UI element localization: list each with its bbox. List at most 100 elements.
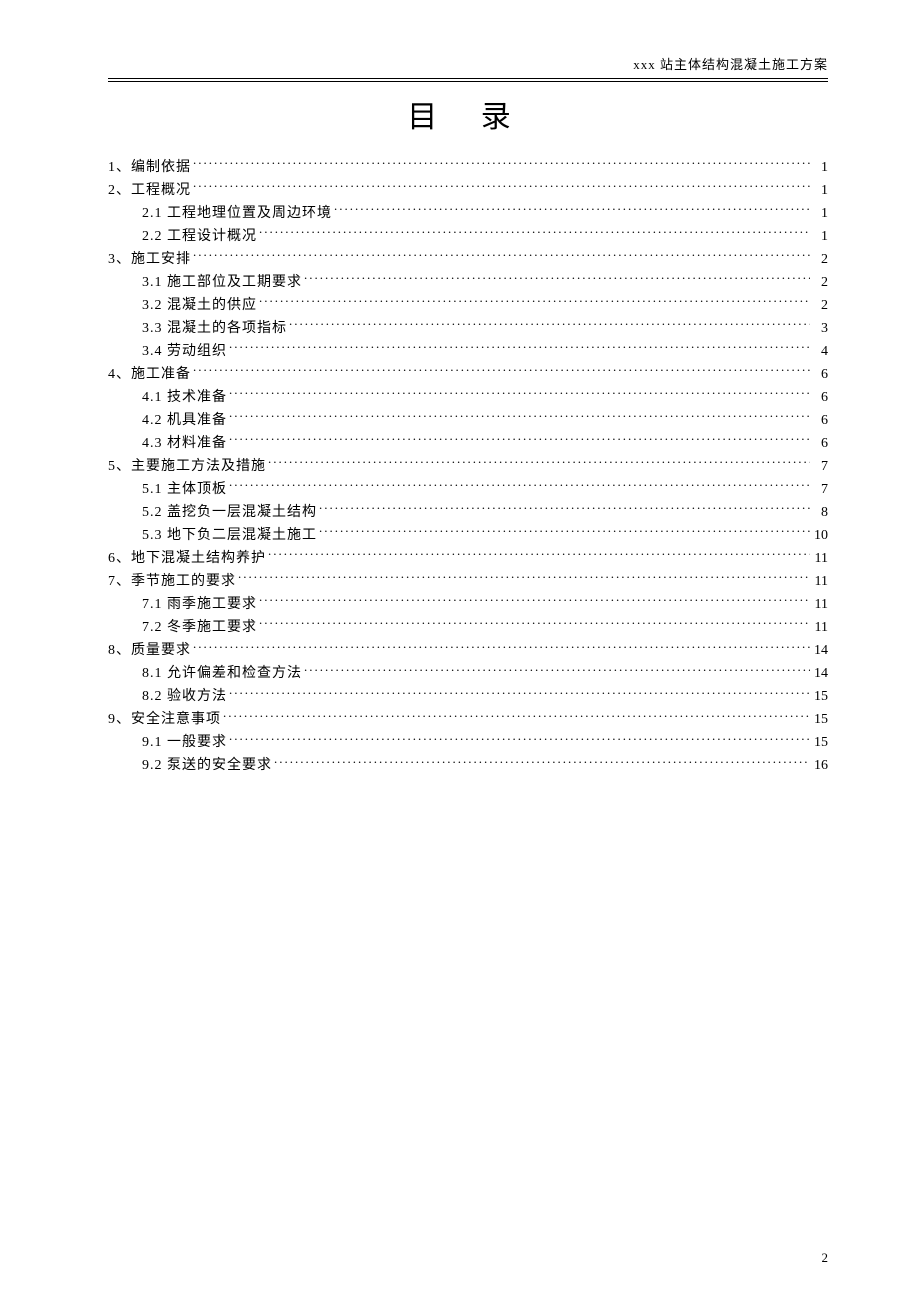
toc-entry-page: 14 bbox=[812, 639, 828, 663]
toc-entry-page: 6 bbox=[812, 409, 828, 433]
toc-leader-dots bbox=[193, 249, 810, 263]
toc-entry: 8.1 允许偏差和检查方法 14 bbox=[108, 662, 828, 686]
toc-entry-label: 3.3 混凝土的各项指标 bbox=[142, 317, 287, 341]
toc-entry: 3、施工安排 2 bbox=[108, 248, 828, 272]
toc-entry: 5、主要施工方法及措施 7 bbox=[108, 455, 828, 479]
toc-leader-dots bbox=[319, 502, 810, 516]
toc-entry-label: 4.1 技术准备 bbox=[142, 386, 227, 410]
toc-entry-label: 7.1 雨季施工要求 bbox=[142, 593, 257, 617]
toc-entry-page: 2 bbox=[812, 248, 828, 272]
toc-entry-label: 9.1 一般要求 bbox=[142, 731, 227, 755]
toc-leader-dots bbox=[268, 456, 810, 470]
toc-leader-dots bbox=[259, 594, 810, 608]
toc-leader-dots bbox=[304, 663, 810, 677]
toc-entry: 3.1 施工部位及工期要求 2 bbox=[108, 271, 828, 295]
toc-entry-label: 9.2 泵送的安全要求 bbox=[142, 754, 272, 778]
toc-entry-page: 7 bbox=[812, 478, 828, 502]
toc-leader-dots bbox=[259, 617, 810, 631]
toc-entry-page: 1 bbox=[812, 156, 828, 180]
toc-entry: 2、工程概况 1 bbox=[108, 179, 828, 203]
toc-entry-page: 1 bbox=[812, 202, 828, 226]
toc-entry: 9、安全注意事项 15 bbox=[108, 708, 828, 732]
toc-entry-label: 1、编制依据 bbox=[108, 156, 191, 180]
toc-entry: 8、质量要求 14 bbox=[108, 639, 828, 663]
toc-entry: 3.2 混凝土的供应 2 bbox=[108, 294, 828, 318]
toc-entry: 2.1 工程地理位置及周边环境 1 bbox=[108, 202, 828, 226]
document-page: xxx 站主体结构混凝土施工方案 目 录 1、编制依据12、工程概况12.1 工… bbox=[0, 0, 920, 1302]
toc-entry-page: 1 bbox=[812, 179, 828, 203]
toc-entry-label: 7、季节施工的要求 bbox=[108, 570, 236, 594]
toc-entry: 4.3 材料准备 6 bbox=[108, 432, 828, 456]
toc-entry-page: 2 bbox=[812, 271, 828, 295]
toc-entry-label: 3.1 施工部位及工期要求 bbox=[142, 271, 302, 295]
toc-entry-label: 4、施工准备 bbox=[108, 363, 191, 387]
toc-entry: 9.1 一般要求 15 bbox=[108, 731, 828, 755]
toc-entry-label: 2.1 工程地理位置及周边环境 bbox=[142, 202, 332, 226]
toc-entry: 1、编制依据 1 bbox=[108, 156, 828, 180]
toc-leader-dots bbox=[304, 272, 810, 286]
toc-leader-dots bbox=[259, 226, 810, 240]
toc-entry: 9.2 泵送的安全要求16 bbox=[108, 754, 828, 778]
toc-entry-page: 14 bbox=[812, 662, 828, 686]
toc-leader-dots bbox=[268, 548, 810, 562]
toc-entry: 4、施工准备 6 bbox=[108, 363, 828, 387]
toc-entry-page: 7 bbox=[812, 455, 828, 479]
toc-entry-label: 6、地下混凝土结构养护 bbox=[108, 547, 266, 571]
toc-entry-label: 8.2 验收方法 bbox=[142, 685, 227, 709]
toc-entry-page: 11 bbox=[812, 570, 828, 594]
toc-entry-label: 8.1 允许偏差和检查方法 bbox=[142, 662, 302, 686]
toc-entry-page: 15 bbox=[812, 708, 828, 732]
toc-entry-page: 11 bbox=[812, 547, 828, 571]
toc-entry-page: 6 bbox=[812, 363, 828, 387]
toc-leader-dots bbox=[223, 709, 810, 723]
toc-entry-page: 11 bbox=[812, 616, 828, 640]
toc-list: 1、编制依据 1 2、工程概况 1 2.1 工程地理位置及周边环境 1 2.2 工程设计概况… bbox=[108, 156, 828, 778]
toc-leader-dots bbox=[229, 387, 810, 401]
header-rule-top: xxx 站主体结构混凝土施工方案 bbox=[108, 54, 828, 79]
toc-entry-page: 1 bbox=[812, 225, 828, 249]
toc-leader-dots bbox=[259, 295, 810, 309]
toc-entry: 4.2 机具准备 6 bbox=[108, 409, 828, 433]
toc-entry-label: 8、质量要求 bbox=[108, 639, 191, 663]
toc-leader-dots bbox=[193, 640, 810, 654]
toc-entry-page: 15 bbox=[812, 731, 828, 755]
toc-entry: 5.1 主体顶板7 bbox=[108, 478, 828, 502]
toc-entry: 5.2 盖挖负一层混凝土结构8 bbox=[108, 501, 828, 525]
toc-entry-page: 6 bbox=[812, 386, 828, 410]
toc-entry-page: 10 bbox=[812, 524, 828, 548]
toc-entry-label: 4.3 材料准备 bbox=[142, 432, 227, 456]
toc-entry-label: 2.2 工程设计概况 bbox=[142, 225, 257, 249]
page-number: 2 bbox=[822, 1250, 829, 1266]
toc-entry-page: 6 bbox=[812, 432, 828, 456]
toc-leader-dots bbox=[229, 433, 810, 447]
toc-entry: 8.2 验收方法 15 bbox=[108, 685, 828, 709]
toc-entry-label: 2、工程概况 bbox=[108, 179, 191, 203]
toc-leader-dots bbox=[334, 203, 810, 217]
toc-entry-label: 4.2 机具准备 bbox=[142, 409, 227, 433]
toc-entry: 4.1 技术准备 6 bbox=[108, 386, 828, 410]
toc-entry-label: 3.4 劳动组织 bbox=[142, 340, 227, 364]
toc-entry-page: 15 bbox=[812, 685, 828, 709]
toc-leader-dots bbox=[229, 686, 810, 700]
toc-entry-label: 5、主要施工方法及措施 bbox=[108, 455, 266, 479]
toc-title: 目 录 bbox=[108, 92, 828, 136]
toc-entry-page: 4 bbox=[812, 340, 828, 364]
toc-entry: 7.2 冬季施工要求11 bbox=[108, 616, 828, 640]
toc-leader-dots bbox=[229, 732, 810, 746]
toc-entry: 3.3 混凝土的各项指标3 bbox=[108, 317, 828, 341]
toc-leader-dots bbox=[274, 755, 810, 769]
toc-entry: 6、地下混凝土结构养护 11 bbox=[108, 547, 828, 571]
toc-entry: 3.4 劳动组织 4 bbox=[108, 340, 828, 364]
toc-leader-dots bbox=[289, 318, 810, 332]
header-rule-bottom bbox=[108, 81, 828, 82]
toc-leader-dots bbox=[193, 157, 810, 171]
toc-entry-label: 9、安全注意事项 bbox=[108, 708, 221, 732]
toc-leader-dots bbox=[319, 525, 810, 539]
toc-entry-page: 2 bbox=[812, 294, 828, 318]
toc-entry: 5.3 地下负二层混凝土施工10 bbox=[108, 524, 828, 548]
toc-entry: 7.1 雨季施工要求11 bbox=[108, 593, 828, 617]
toc-entry-label: 3、施工安排 bbox=[108, 248, 191, 272]
toc-entry-page: 8 bbox=[812, 501, 828, 525]
toc-leader-dots bbox=[193, 364, 810, 378]
toc-entry-label: 3.2 混凝土的供应 bbox=[142, 294, 257, 318]
